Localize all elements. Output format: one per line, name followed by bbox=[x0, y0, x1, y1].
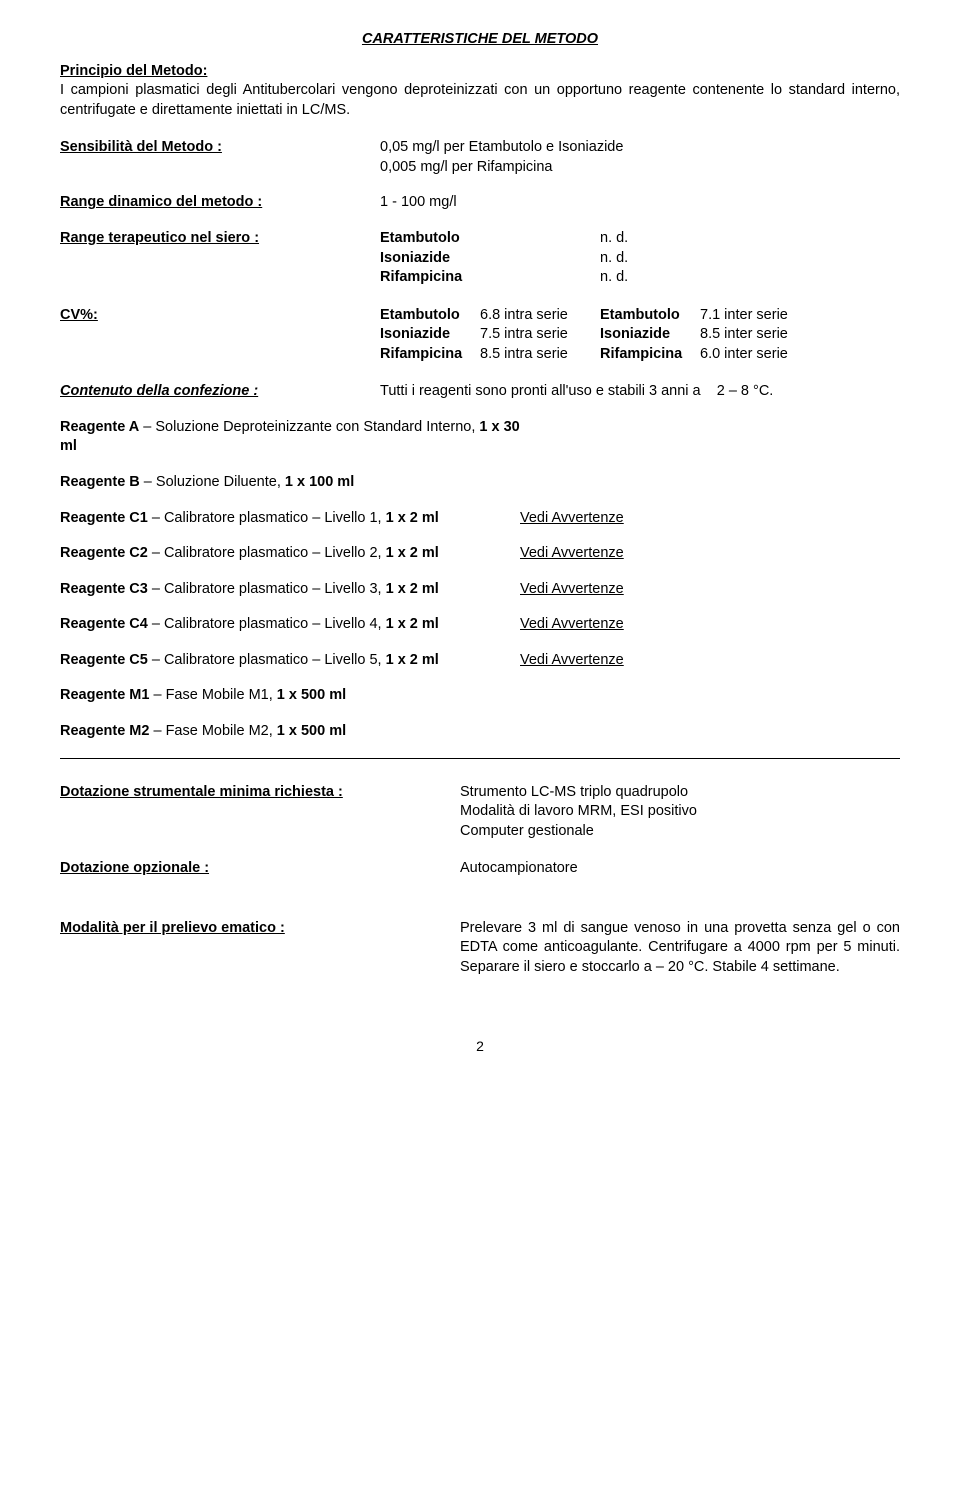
range-dinamico-row: Range dinamico del metodo : 1 - 100 mg/l bbox=[60, 193, 900, 213]
equip-opt-label: Dotazione opzionale : bbox=[60, 859, 460, 879]
reagent-cal: Reagente C5 – Calibratore plasmatico – L… bbox=[60, 651, 900, 671]
reagent-note: Vedi Avvertenze bbox=[520, 509, 900, 529]
page-number: 2 bbox=[60, 1037, 900, 1056]
principio-label: Principio del Metodo: bbox=[60, 63, 207, 79]
contenuto-label: Contenuto della confezione : bbox=[60, 382, 380, 402]
reagent-cal: Reagente C4 – Calibratore plasmatico – L… bbox=[60, 615, 900, 635]
reagent-cal: Reagente C2 – Calibratore plasmatico – L… bbox=[60, 544, 900, 564]
reagent-note: Vedi Avvertenze bbox=[520, 544, 900, 564]
cv-table: Etambutolo 6.8 intra serie Etambutolo 7.… bbox=[380, 306, 900, 365]
sensibilita-values: 0,05 mg/l per Etambutolo e Isoniazide 0,… bbox=[380, 138, 900, 177]
principio-text: I campioni plasmatici degli Antitubercol… bbox=[60, 82, 900, 118]
section-title: CARATTERISTICHE DEL METODO bbox=[60, 30, 900, 50]
equip-min-row: Dotazione strumentale minima richiesta :… bbox=[60, 783, 900, 842]
cv-row: CV%: Etambutolo 6.8 intra serie Etambuto… bbox=[60, 306, 900, 365]
prelievo-text: Prelevare 3 ml di sangue venoso in una p… bbox=[460, 919, 900, 978]
reagent-cal: Reagente C1 – Calibratore plasmatico – L… bbox=[60, 509, 900, 529]
prelievo-row: Modalità per il prelievo ematico : Prele… bbox=[60, 919, 900, 978]
range-ter-vals: n. d. n. d. n. d. bbox=[600, 229, 720, 288]
principio: Principio del Metodo: I campioni plasmat… bbox=[60, 62, 900, 121]
sensibilita-label: Sensibilità del Metodo : bbox=[60, 138, 380, 177]
reagent-m1: Reagente M1 – Fase Mobile M1, 1 x 500 ml bbox=[60, 686, 900, 706]
reagent-note: Vedi Avvertenze bbox=[520, 615, 900, 635]
reagent-cal: Reagente C3 – Calibratore plasmatico – L… bbox=[60, 580, 900, 600]
range-dinamico-label: Range dinamico del metodo : bbox=[60, 193, 380, 213]
contenuto-row: Contenuto della confezione : Tutti i rea… bbox=[60, 382, 900, 402]
equip-min-label: Dotazione strumentale minima richiesta : bbox=[60, 783, 460, 842]
equip-opt-row: Dotazione opzionale : Autocampionatore bbox=[60, 859, 900, 879]
reagent-b: Reagente B – Soluzione Diluente, 1 x 100… bbox=[60, 473, 900, 493]
range-ter-names: Etambutolo Isoniazide Rifampicina bbox=[380, 229, 600, 288]
equip-opt-value: Autocampionatore bbox=[460, 859, 900, 879]
sensibilita-row: Sensibilità del Metodo : 0,05 mg/l per E… bbox=[60, 138, 900, 177]
sensibilita-line2: 0,005 mg/l per Rifampicina bbox=[380, 158, 900, 178]
sensibilita-line1: 0,05 mg/l per Etambutolo e Isoniazide bbox=[380, 138, 900, 158]
prelievo-label: Modalità per il prelievo ematico : bbox=[60, 919, 460, 978]
equip-min-lines: Strumento LC-MS triplo quadrupolo Modali… bbox=[460, 783, 900, 842]
reagent-a: Reagente A – Soluzione Deproteinizzante … bbox=[60, 418, 900, 457]
range-terapeutico-row: Range terapeutico nel siero : Etambutolo… bbox=[60, 229, 900, 288]
range-terapeutico-label: Range terapeutico nel siero : bbox=[60, 229, 380, 288]
range-dinamico-value: 1 - 100 mg/l bbox=[380, 193, 900, 213]
divider bbox=[60, 758, 900, 759]
contenuto-text: Tutti i reagenti sono pronti all'uso e s… bbox=[380, 382, 900, 402]
cv-label: CV%: bbox=[60, 306, 380, 365]
reagent-m2: Reagente M2 – Fase Mobile M2, 1 x 500 ml bbox=[60, 722, 900, 742]
reagent-note: Vedi Avvertenze bbox=[520, 580, 900, 600]
reagent-note: Vedi Avvertenze bbox=[520, 651, 900, 671]
